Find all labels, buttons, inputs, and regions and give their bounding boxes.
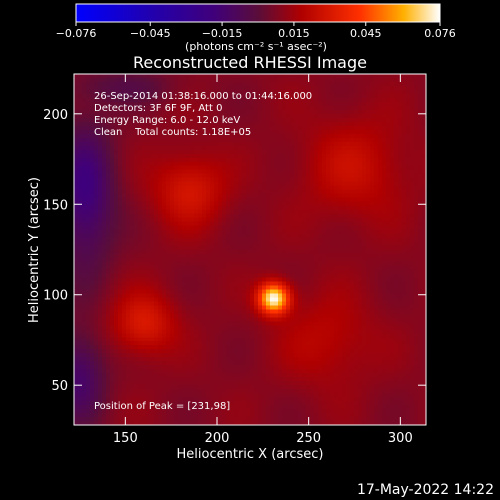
info-line-energy: Energy Range: 6.0 - 12.0 keV (94, 115, 240, 126)
colorbar-tick-label: −0.015 (202, 27, 243, 40)
peak-position-label: Position of Peak = [231,98] (94, 401, 230, 412)
colorbar-tick-label: −0.076 (56, 27, 97, 40)
x-tick-label: 300 (388, 431, 413, 446)
info-text: 26-Sep-2014 01:38:16.000 to 01:44:16.000… (94, 91, 312, 412)
info-line-clean: Clean Total counts: 1.18E+05 (94, 127, 251, 138)
info-line-time: 26-Sep-2014 01:38:16.000 to 01:44:16.000 (94, 91, 312, 102)
colorbar-frame (75, 3, 441, 23)
heatmap-plot: 150 200 250 300 50 100 150 200 26-Sep-2014 01:3… (43, 73, 427, 446)
y-axis-label: Heliocentric Y (arcsec) (27, 177, 42, 323)
y-tick-label: 150 (43, 198, 68, 213)
colorbar-unit-label: (photons cm⁻² s⁻¹ asec⁻²) (185, 40, 327, 53)
colorbar: −0.076 −0.045 −0.015 0.015 0.045 0.076 (photo… (56, 3, 456, 53)
colorbar-tick-label: 0.076 (424, 27, 456, 40)
info-line-detectors: Detectors: 3F 6F 9F, Att 0 (94, 103, 222, 114)
colorbar-tick-label: 0.015 (278, 27, 310, 40)
plot-frame (73, 73, 427, 426)
y-tick-label: 50 (51, 379, 68, 394)
colorbar-tick-label: 0.045 (350, 27, 382, 40)
x-tick-label: 250 (296, 431, 321, 446)
x-tick-label: 150 (113, 431, 138, 446)
colorbar-ticks: −0.076 −0.045 −0.015 0.015 0.045 0.076 (56, 22, 456, 40)
y-tick-label: 200 (43, 108, 68, 123)
axis-ticks: 150 200 250 300 50 100 150 200 (43, 74, 426, 446)
x-tick-label: 200 (205, 431, 230, 446)
x-axis-label: Heliocentric X (arcsec) (177, 447, 324, 462)
footer-timestamp: 17-May-2022 14:22 (357, 482, 494, 498)
y-tick-label: 100 (43, 289, 68, 304)
colorbar-tick-label: −0.045 (130, 27, 171, 40)
heatmap-image (74, 74, 426, 425)
colorbar-gradient (76, 4, 440, 22)
chart-title: Reconstructed RHESSI Image (133, 53, 367, 72)
